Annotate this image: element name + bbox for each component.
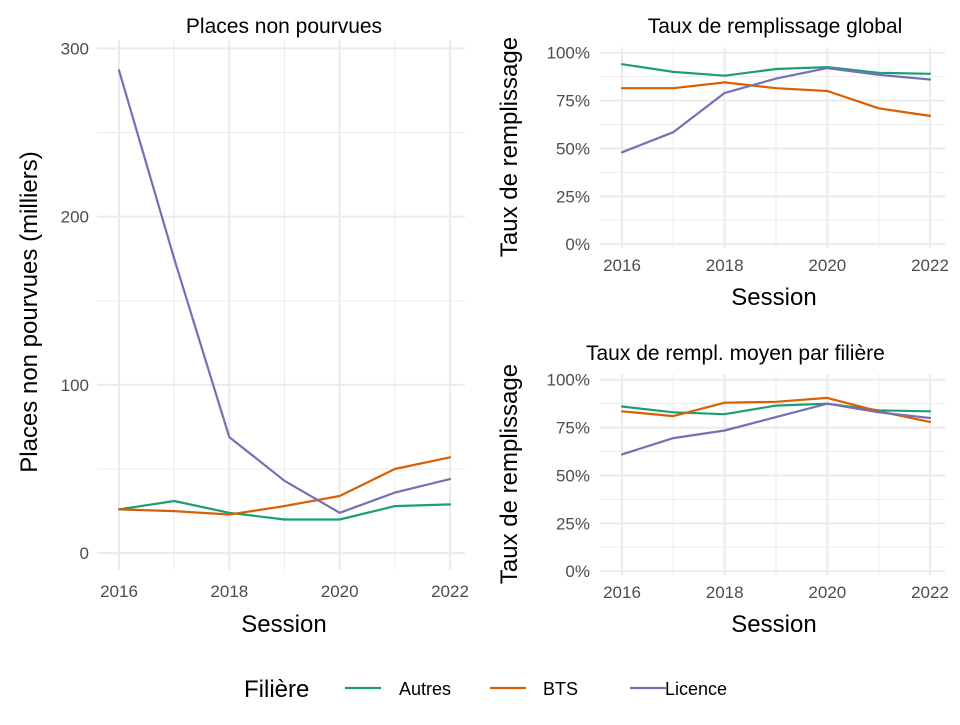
series-line-autres [117,499,452,521]
y-tick-label: 50% [556,139,590,158]
panel-title-places: Places non pourvues [186,15,382,38]
y-tick-label: 0 [80,544,89,563]
x-tick-label: 2018 [706,583,744,602]
legend-item-autres: Autres [345,679,451,699]
series-line-bts [620,81,932,118]
y-tick-label: 200 [61,208,89,227]
x-tick-label: 2020 [321,582,359,601]
y-tick-label: 75% [556,419,590,438]
legend-title: Filière [244,676,309,703]
x-tick-label: 2020 [808,256,846,275]
x-tick-label: 2018 [210,582,248,601]
legend-label-licence: Licence [665,679,727,699]
legend-item-licence: Licence [630,679,727,699]
panel-places: Places non pourvues 2016 2018 2020 2022 0 100… [16,15,469,638]
series-line-bts [117,456,452,516]
y-tick-label: 100% [547,44,590,63]
x-tick-label: 2022 [911,583,949,602]
plot-area-places: 2016 2018 2020 2022 0 100 200 300 [61,39,469,601]
x-tick-label: 2018 [706,256,744,275]
plot-area-global: 2016 2018 2020 2022 0% 25% 50% 75% 100% [547,44,949,275]
y-tick-label: 100% [547,371,590,390]
y-axis-title-global: Taux de remplissage [496,37,523,257]
y-tick-label: 100 [61,376,89,395]
x-tick-label: 2016 [603,583,641,602]
series-line-licence [620,66,932,154]
y-tick-label: 25% [556,514,590,533]
x-tick-label: 2022 [911,256,949,275]
y-tick-label: 25% [556,187,590,206]
y-axis-title-moyen: Taux de remplissage [496,364,523,584]
x-tick-label: 2016 [603,256,641,275]
panel-global: Taux de remplissage global 2016 2018 2020 2… [496,15,949,311]
plot-area-moyen: 2016 2018 2020 2022 0% 25% 50% 75% 100% [547,371,949,602]
legend-label-bts: BTS [543,679,578,699]
y-tick-label: 0% [565,235,590,254]
x-axis-title-moyen: Session [731,611,816,638]
legend: Filière Autres BTS Licence [244,676,727,703]
y-tick-label: 0% [565,562,590,581]
x-tick-label: 2022 [431,582,469,601]
x-tick-label: 2020 [808,583,846,602]
x-axis-title-global: Session [731,284,816,311]
legend-label-autres: Autres [399,679,451,699]
y-tick-label: 50% [556,466,590,485]
series-line-autres [620,63,932,77]
series-line-licence [620,402,932,456]
y-tick-label: 300 [61,39,89,58]
series-line-licence [117,69,452,514]
legend-item-bts: BTS [490,679,578,699]
panel-title-moyen: Taux de rempl. moyen par filière [586,342,885,365]
y-tick-label: 75% [556,92,590,111]
x-tick-label: 2016 [100,582,138,601]
y-axis-title-places: Places non pourvues (milliers) [16,151,43,472]
panel-title-global: Taux de remplissage global [648,15,902,38]
x-axis-title-places: Session [241,611,326,638]
panel-moyen: Taux de rempl. moyen par filière 2016 201… [496,342,949,638]
